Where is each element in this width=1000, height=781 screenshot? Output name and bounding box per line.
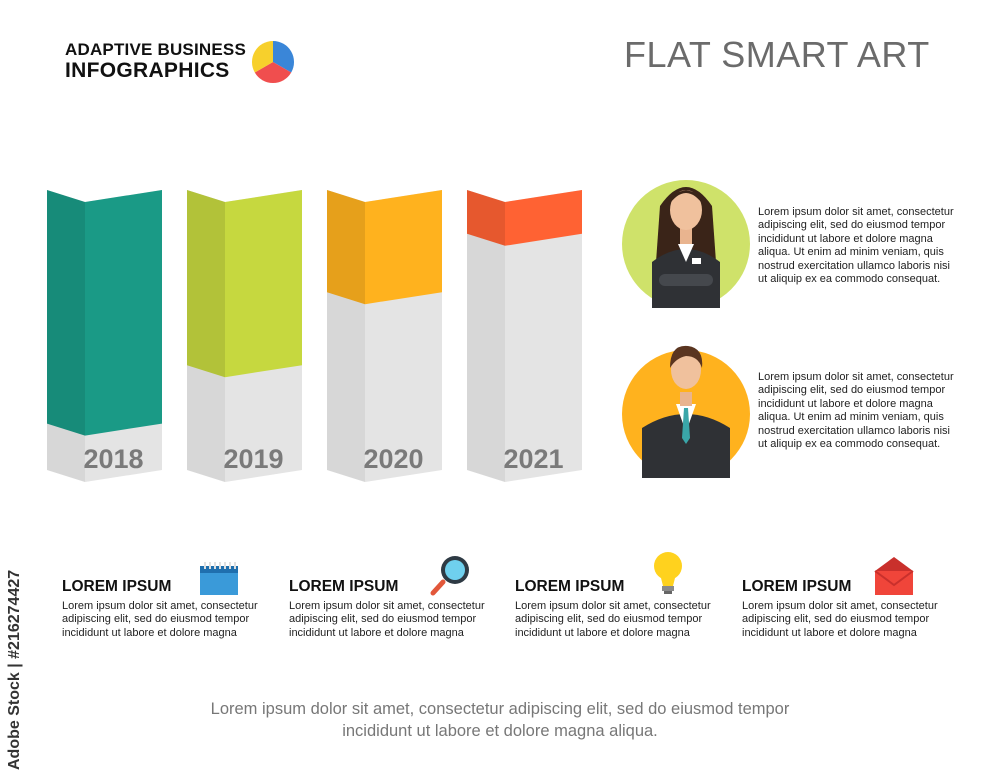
feature-2: LOREM IPSUM Lorem ipsum dolor sit amet, … (289, 578, 504, 640)
feature-text: Lorem ipsum dolor sit amet, consectetur … (515, 600, 730, 640)
bar-fill-front (85, 190, 162, 436)
magnifier-icon (430, 556, 469, 596)
feature-text: Lorem ipsum dolor sit amet, consectetur … (62, 600, 277, 640)
bar-fill-front (365, 190, 442, 305)
feature-text-line: adipiscing elit, sed do eiusmod tempor (62, 613, 250, 626)
feature-text-line: Lorem ipsum dolor sit amet, consectetur (289, 600, 485, 612)
brand-line-2: INFOGRAPHICS (65, 59, 230, 82)
bar-label-2020: 2020 (363, 444, 423, 474)
bar-2021: 2021 (467, 190, 582, 482)
feature-title: LOREM IPSUM (62, 578, 172, 595)
person-text-line: incididunt ut labore et dolore magna (758, 397, 933, 410)
footer-text: Lorem ipsum dolor sit amet, consectetur … (150, 698, 850, 742)
feature-text-line: adipiscing elit, sed do eiusmod tempor (742, 613, 930, 626)
feature-text-line: adipiscing elit, sed do eiusmod tempor (515, 613, 703, 626)
feature-text-line: Lorem ipsum dolor sit amet, consectetur (62, 600, 258, 612)
bar-label-2019: 2019 (223, 444, 283, 474)
feature-title: LOREM IPSUM (289, 578, 399, 595)
feature-title: LOREM IPSUM (742, 578, 852, 595)
person-text-line: incididunt ut labore et dolore magna (758, 232, 933, 245)
pie-logo-slice-blue (273, 40, 295, 73)
bar-fill-side (327, 190, 365, 305)
bar-label-2021: 2021 (503, 444, 563, 474)
person-text-line: adipiscing elit, sed do eiusmod tempor (758, 384, 946, 397)
pie-logo-slice-red (254, 62, 292, 84)
pie-logo-slice-yellow (251, 40, 273, 73)
feature-1: LOREM IPSUM Lorem ipsum dolor sit amet, … (62, 578, 277, 640)
bar-2020: 2020 (327, 190, 442, 482)
person-card-woman (622, 180, 750, 308)
bar-fill-side (47, 190, 85, 436)
person-text-woman: Lorem ipsum dolor sit amet, consectetur … (758, 206, 963, 286)
feature-title: LOREM IPSUM (515, 578, 625, 595)
person-text-line: nostrud exercitation ullamco laboris nis… (758, 424, 950, 437)
feature-text-line: adipiscing elit, sed do eiusmod tempor (289, 613, 477, 626)
person-text-line: adipiscing elit, sed do eiusmod tempor (758, 219, 946, 232)
feature-3: LOREM IPSUM Lorem ipsum dolor sit amet, … (515, 578, 730, 640)
feature-text-line: incididunt ut labore et dolore magna (742, 626, 917, 639)
person-text-line: aliqua. Ut enim ad minim veniam, quis (758, 411, 944, 424)
feature-text-line: incididunt ut labore et dolore magna (289, 626, 464, 639)
businesswoman-icon (652, 187, 720, 308)
bar-fill-front (225, 190, 302, 378)
calendar-icon (200, 562, 238, 595)
feature-text-line: incididunt ut labore et dolore magna (515, 626, 690, 639)
bar-track-front (505, 190, 582, 482)
feature-text: Lorem ipsum dolor sit amet, consectetur … (289, 600, 504, 640)
page-title: FLAT SMART ART (624, 34, 930, 75)
bar-fill-side (467, 190, 505, 246)
bar-label-2018: 2018 (83, 444, 143, 474)
feature-text-line: Lorem ipsum dolor sit amet, consectetur (742, 600, 938, 612)
person-text-man: Lorem ipsum dolor sit amet, consectetur … (758, 371, 963, 451)
envelope-icon (874, 557, 914, 595)
lightbulb-icon (654, 552, 682, 594)
bar-2018: 2018 (47, 190, 162, 482)
bar-track-side (467, 190, 505, 482)
feature-text-line: incididunt ut labore et dolore magna (62, 626, 237, 639)
person-text-line: aliqua. Ut enim ad minim veniam, quis (758, 246, 944, 259)
person-text-line: ut aliquip ex ea commodo consequat. (758, 273, 941, 286)
feature-text-line: Lorem ipsum dolor sit amet, consectetur (515, 600, 711, 612)
stock-id-label: Adobe Stock | #216274427 (6, 569, 23, 770)
feature-4: LOREM IPSUM Lorem ipsum dolor sit amet, … (742, 578, 957, 640)
pie-logo-icon (251, 40, 295, 84)
person-card-man (622, 345, 750, 478)
footer-line: incididunt ut labore et dolore magna ali… (342, 722, 658, 740)
person-text-line: nostrud exercitation ullamco laboris nis… (758, 259, 950, 272)
bar-2019: 2019 (187, 190, 302, 482)
brand-line-1: ADAPTIVE BUSINESS (65, 40, 246, 59)
person-text-line: Lorem ipsum dolor sit amet, consectetur (758, 206, 954, 218)
person-text-line: Lorem ipsum dolor sit amet, consectetur (758, 371, 954, 383)
bar-fill-front (505, 190, 582, 246)
person-text-line: ut aliquip ex ea commodo consequat. (758, 438, 941, 451)
feature-text: Lorem ipsum dolor sit amet, consectetur … (742, 600, 957, 640)
bar-fill-side (187, 190, 225, 378)
footer-line: Lorem ipsum dolor sit amet, consectetur … (210, 700, 790, 718)
businessman-icon (642, 345, 730, 478)
